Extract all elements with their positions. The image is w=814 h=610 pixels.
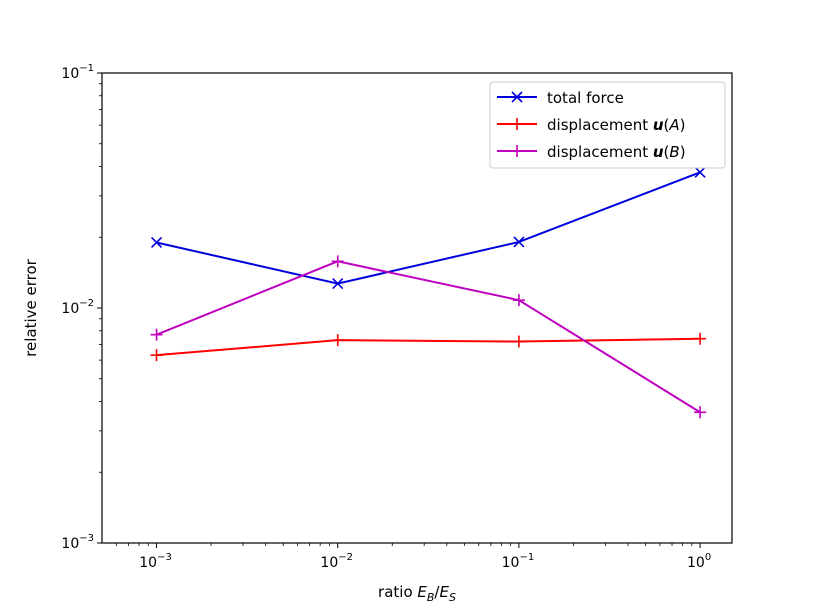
- data-point-s2-1: [331, 255, 344, 268]
- data-point-s1-2: [512, 335, 525, 348]
- legend-swatch-marker-2: [511, 145, 523, 157]
- data-point-s0-3: [694, 166, 706, 178]
- data-point-s2-0: [150, 328, 163, 341]
- x-axis-label: ratio EB/ES: [378, 583, 456, 604]
- data-point-s0-2: [513, 236, 525, 248]
- legend-swatches: [497, 91, 537, 157]
- data-point-s1-3: [694, 332, 707, 345]
- series-line-1: [156, 337, 701, 357]
- x-axis-label-var2: E: [439, 583, 449, 601]
- axes: 10−3 10−2 10−1 100 10−3 10−2 10−1: [61, 63, 711, 571]
- data-point-s2-2: [512, 294, 525, 307]
- data-point-s0-1: [332, 278, 344, 290]
- legend: total force displacement u(A) displaceme…: [489, 81, 726, 169]
- legend-label-displacement-a: displacement u(A): [547, 116, 686, 134]
- legend-swatch-marker-0: [511, 91, 523, 103]
- x-axis-label-prefix: ratio: [378, 583, 417, 601]
- legend-label-total-force: total force: [547, 89, 624, 107]
- x-axis-label-sub1: B: [427, 591, 435, 604]
- legend-label-displacement-b: displacement u(B): [547, 143, 686, 161]
- x-tick-label-1: 10−2: [320, 552, 353, 571]
- y-tick-label-0: 10−3: [61, 533, 94, 552]
- y-tick-label-1: 10−2: [61, 298, 94, 317]
- legend-swatch-marker-1: [511, 118, 523, 130]
- x-axis-label-slash: /: [434, 583, 440, 601]
- x-tick-label-2: 10−1: [502, 552, 535, 571]
- x-axis-label-var1: E: [417, 583, 427, 601]
- plot-area: [150, 166, 707, 419]
- series-line-0: [156, 171, 701, 285]
- x-axis-label-sub2: S: [449, 591, 456, 604]
- y-tick-label-2: 10−1: [61, 63, 94, 82]
- x-tick-label-3: 100: [687, 552, 711, 571]
- x-tick-label-0: 10−3: [139, 552, 172, 571]
- data-point-s1-1: [331, 334, 344, 347]
- legend-box: [489, 81, 726, 169]
- y-axis-label: relative error: [22, 258, 40, 356]
- data-point-s2-3: [694, 406, 707, 419]
- series-line-2: [156, 260, 701, 414]
- data-point-s1-0: [150, 349, 163, 362]
- data-point-s0-0: [150, 236, 163, 249]
